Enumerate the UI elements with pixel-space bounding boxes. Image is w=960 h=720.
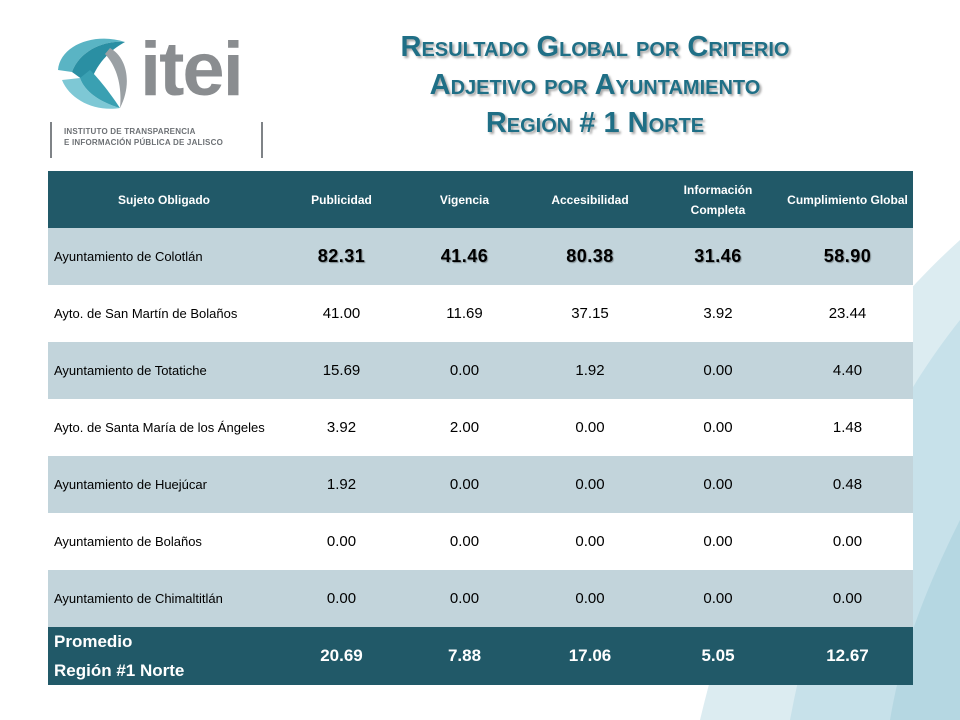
average-label-line2: Región #1 Norte: [54, 661, 185, 680]
logo-subtitle-line1: INSTITUTO DE TRANSPARENCIA: [64, 127, 196, 136]
cell-accesibilidad: 37.15: [526, 285, 654, 342]
cell-informacion: 31.46: [654, 228, 782, 285]
title-line2: Adjetivo por Ayuntamiento: [429, 69, 761, 101]
header-cumplimiento: Cumplimiento Global: [782, 171, 913, 228]
table-row: Ayto. de Santa María de los Ángeles 3.92…: [48, 399, 913, 456]
cell-publicidad: 1.92: [280, 456, 403, 513]
cell-cumplimiento: 0.00: [782, 513, 913, 570]
average-publicidad: 20.69: [280, 627, 403, 685]
cell-informacion: 0.00: [654, 342, 782, 399]
logo-subtitle-line2: E INFORMACIÓN PÚBLICA DE JALISCO: [64, 138, 223, 147]
cell-informacion: 0.00: [654, 399, 782, 456]
cell-vigencia: 0.00: [403, 456, 526, 513]
cell-vigencia: 2.00: [403, 399, 526, 456]
cell-informacion: 0.00: [654, 513, 782, 570]
cell-publicidad: 41.00: [280, 285, 403, 342]
cell-vigencia: 0.00: [403, 342, 526, 399]
cell-publicidad: 0.00: [280, 570, 403, 627]
table-row: Ayuntamiento de Totatiche 15.69 0.00 1.9…: [48, 342, 913, 399]
cell-publicidad: 3.92: [280, 399, 403, 456]
header-vigencia: Vigencia: [403, 171, 526, 228]
header-informacion: Información Completa: [654, 171, 782, 228]
cell-vigencia: 0.00: [403, 570, 526, 627]
cell-accesibilidad: 80.38: [526, 228, 654, 285]
logo-swirl-icon: [58, 38, 127, 109]
row-name: Ayuntamiento de Chimaltitlán: [48, 570, 280, 627]
row-name: Ayuntamiento de Colotlán: [48, 228, 280, 285]
cell-accesibilidad: 0.00: [526, 513, 654, 570]
table-row: Ayuntamiento de Chimaltitlán 0.00 0.00 0…: [48, 570, 913, 627]
table-row: Ayto. de San Martín de Bolaños 41.00 11.…: [48, 285, 913, 342]
logo-wordmark: itei: [140, 27, 244, 112]
cell-accesibilidad: 0.00: [526, 456, 654, 513]
average-accesibilidad: 17.06: [526, 627, 654, 685]
cell-vigencia: 41.46: [403, 228, 526, 285]
cell-accesibilidad: 1.92: [526, 342, 654, 399]
table-row: Ayuntamiento de Bolaños 0.00 0.00 0.00 0…: [48, 513, 913, 570]
cell-publicidad: 0.00: [280, 513, 403, 570]
average-vigencia: 7.88: [403, 627, 526, 685]
table-header-row: Sujeto Obligado Publicidad Vigencia Acce…: [48, 171, 913, 228]
cell-accesibilidad: 0.00: [526, 399, 654, 456]
table-row: Ayuntamiento de Huejúcar 1.92 0.00 0.00 …: [48, 456, 913, 513]
row-name: Ayto. de Santa María de los Ángeles: [48, 399, 280, 456]
header-publicidad: Publicidad: [280, 171, 403, 228]
header-accesibilidad: Accesibilidad: [526, 171, 654, 228]
average-label-line1: Promedio: [54, 632, 133, 651]
page-title: Resultado Global por Criterio Adjetivo p…: [300, 28, 890, 142]
cell-informacion: 0.00: [654, 570, 782, 627]
cell-cumplimiento: 23.44: [782, 285, 913, 342]
cell-cumplimiento: 0.00: [782, 570, 913, 627]
average-cumplimiento: 12.67: [782, 627, 913, 685]
cell-vigencia: 0.00: [403, 513, 526, 570]
itei-logo: itei INSTITUTO DE TRANSPARENCIA E INFORM…: [50, 30, 265, 160]
cell-vigencia: 11.69: [403, 285, 526, 342]
title-line3: Región # 1 Norte: [485, 107, 705, 139]
cell-cumplimiento: 1.48: [782, 399, 913, 456]
title-line1: Resultado Global por Criterio: [400, 31, 790, 63]
average-row: Promedio Región #1 Norte 20.69 7.88 17.0…: [48, 627, 913, 685]
cell-informacion: 3.92: [654, 285, 782, 342]
average-informacion: 5.05: [654, 627, 782, 685]
row-name: Ayuntamiento de Bolaños: [48, 513, 280, 570]
average-label: Promedio Región #1 Norte: [48, 627, 280, 685]
cell-cumplimiento: 4.40: [782, 342, 913, 399]
row-name: Ayuntamiento de Totatiche: [48, 342, 280, 399]
header-sujeto: Sujeto Obligado: [48, 171, 280, 228]
table-row: Ayuntamiento de Colotlán 82.31 41.46 80.…: [48, 228, 913, 285]
cell-cumplimiento: 58.90: [782, 228, 913, 285]
cell-publicidad: 82.31: [280, 228, 403, 285]
row-name: Ayto. de San Martín de Bolaños: [48, 285, 280, 342]
logo-subtitle: INSTITUTO DE TRANSPARENCIA E INFORMACIÓN…: [50, 122, 263, 158]
cell-accesibilidad: 0.00: [526, 570, 654, 627]
row-name: Ayuntamiento de Huejúcar: [48, 456, 280, 513]
results-table: Sujeto Obligado Publicidad Vigencia Acce…: [48, 171, 913, 685]
cell-publicidad: 15.69: [280, 342, 403, 399]
cell-cumplimiento: 0.48: [782, 456, 913, 513]
cell-informacion: 0.00: [654, 456, 782, 513]
